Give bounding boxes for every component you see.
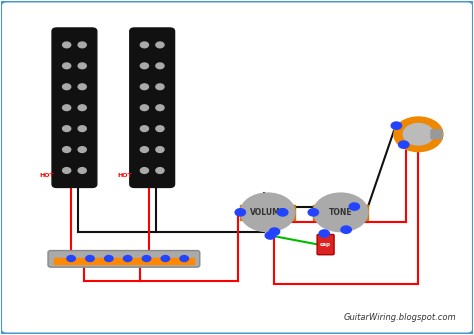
Circle shape bbox=[78, 168, 86, 174]
Text: HOT: HOT bbox=[40, 173, 55, 178]
Bar bbox=[359, 205, 368, 219]
Bar bbox=[240, 205, 249, 219]
Circle shape bbox=[180, 256, 189, 262]
FancyBboxPatch shape bbox=[431, 130, 442, 139]
Circle shape bbox=[156, 105, 164, 111]
Circle shape bbox=[63, 84, 71, 90]
Bar bbox=[313, 205, 322, 219]
Bar bbox=[286, 205, 295, 219]
Circle shape bbox=[78, 105, 86, 111]
Circle shape bbox=[63, 168, 71, 174]
Circle shape bbox=[341, 226, 351, 233]
Circle shape bbox=[86, 256, 94, 262]
Circle shape bbox=[313, 193, 368, 231]
Circle shape bbox=[399, 141, 409, 148]
Circle shape bbox=[63, 147, 71, 152]
Circle shape bbox=[319, 230, 329, 237]
Circle shape bbox=[78, 42, 86, 48]
Text: GuitarWiring.blogspot.com: GuitarWiring.blogspot.com bbox=[344, 313, 456, 322]
Circle shape bbox=[265, 232, 275, 239]
Circle shape bbox=[140, 126, 148, 132]
Circle shape bbox=[391, 122, 401, 129]
Circle shape bbox=[349, 203, 359, 210]
Circle shape bbox=[403, 124, 434, 145]
Text: VOLUME: VOLUME bbox=[250, 208, 286, 217]
Circle shape bbox=[277, 209, 288, 216]
Circle shape bbox=[240, 193, 295, 231]
Circle shape bbox=[63, 42, 71, 48]
Circle shape bbox=[63, 63, 71, 69]
Circle shape bbox=[269, 228, 280, 235]
Text: TONE: TONE bbox=[329, 208, 353, 217]
Circle shape bbox=[156, 63, 164, 69]
Circle shape bbox=[156, 147, 164, 152]
Circle shape bbox=[156, 42, 164, 48]
Circle shape bbox=[140, 42, 148, 48]
Circle shape bbox=[308, 209, 319, 216]
Circle shape bbox=[63, 105, 71, 111]
Circle shape bbox=[78, 63, 86, 69]
FancyBboxPatch shape bbox=[130, 28, 174, 188]
Circle shape bbox=[235, 209, 246, 216]
Text: cap: cap bbox=[320, 242, 331, 247]
FancyBboxPatch shape bbox=[48, 251, 200, 267]
Circle shape bbox=[394, 117, 443, 151]
Circle shape bbox=[140, 147, 148, 152]
Circle shape bbox=[67, 256, 75, 262]
FancyBboxPatch shape bbox=[317, 234, 334, 255]
Text: HOT: HOT bbox=[118, 173, 132, 178]
Circle shape bbox=[78, 126, 86, 132]
Circle shape bbox=[156, 84, 164, 90]
Circle shape bbox=[123, 256, 132, 262]
Circle shape bbox=[140, 63, 148, 69]
Circle shape bbox=[140, 168, 148, 174]
Circle shape bbox=[140, 84, 148, 90]
Circle shape bbox=[142, 256, 151, 262]
Circle shape bbox=[156, 168, 164, 174]
Circle shape bbox=[63, 126, 71, 132]
Circle shape bbox=[78, 84, 86, 90]
Circle shape bbox=[78, 147, 86, 152]
Circle shape bbox=[105, 256, 113, 262]
Circle shape bbox=[161, 256, 170, 262]
Circle shape bbox=[156, 126, 164, 132]
Bar bbox=[54, 259, 194, 264]
FancyBboxPatch shape bbox=[52, 28, 97, 188]
Circle shape bbox=[140, 105, 148, 111]
